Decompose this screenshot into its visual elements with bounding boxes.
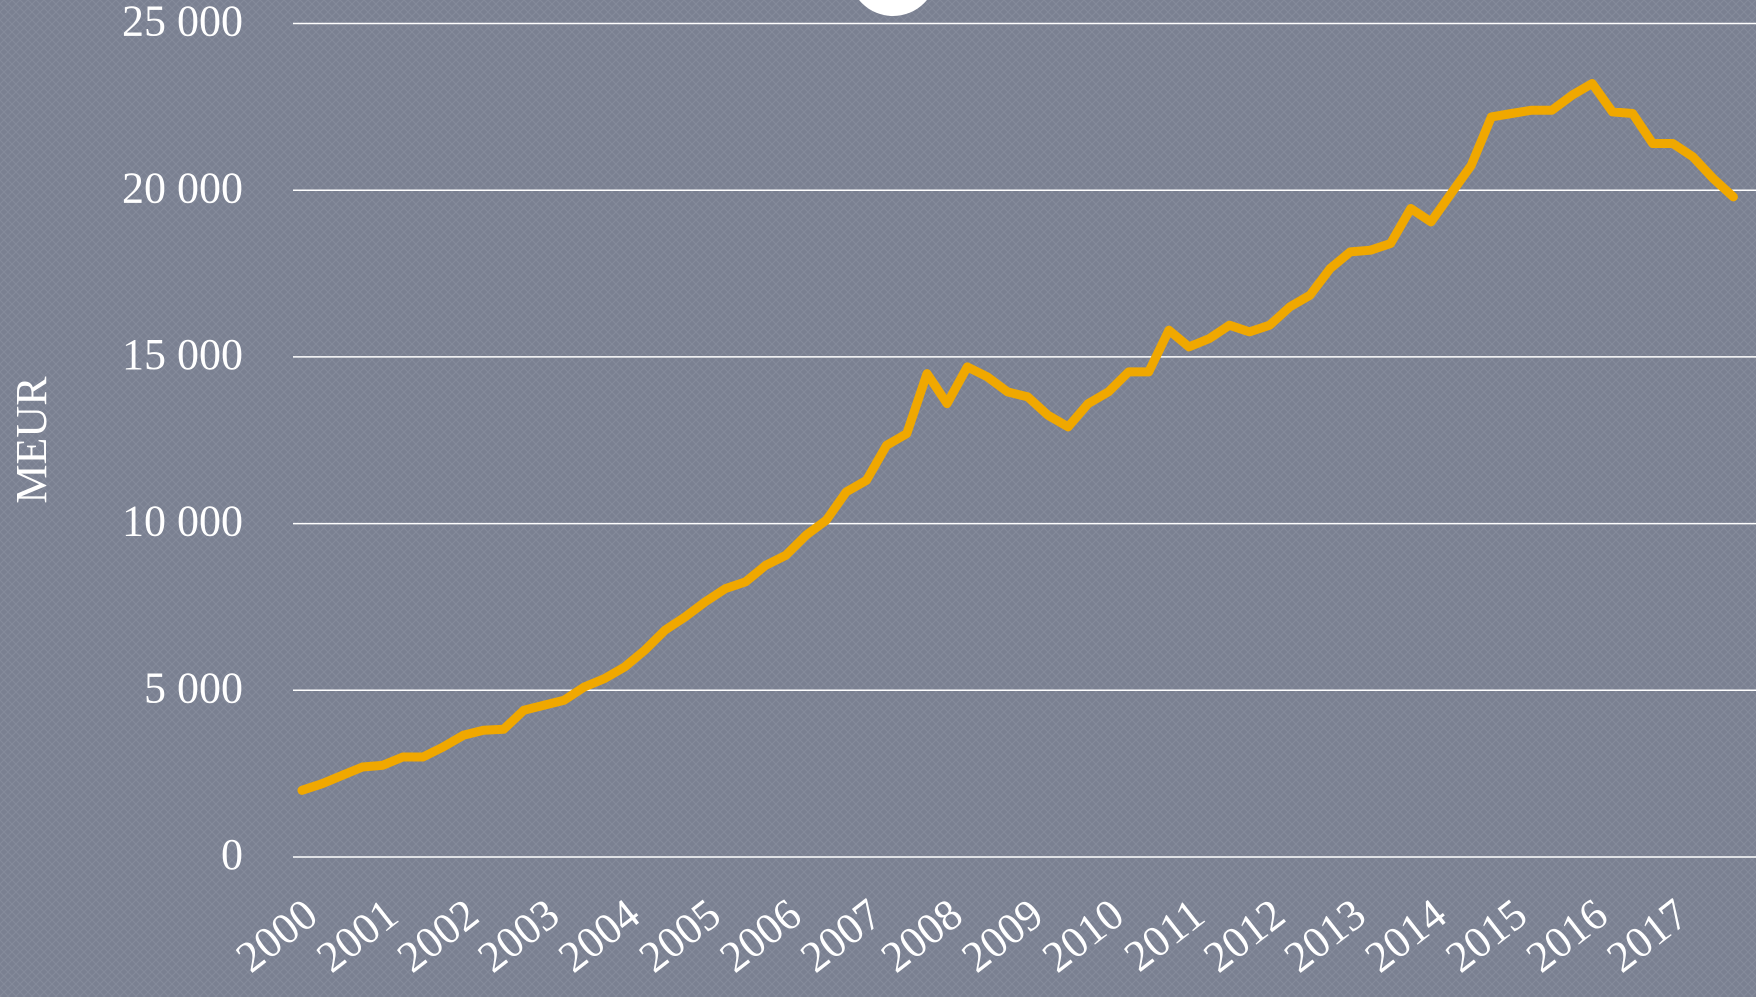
y-tick-label: 25 000 [122,0,243,46]
y-tick-label: 15 000 [122,330,243,379]
y-tick-label: 10 000 [122,497,243,546]
y-axis-label: MEUR [7,376,56,504]
y-tick-label: 5 000 [144,663,243,712]
y-tick-label: 0 [221,830,243,879]
y-tick-label: 20 000 [122,163,243,212]
decor-circle [859,0,927,16]
data-line [297,79,1738,795]
